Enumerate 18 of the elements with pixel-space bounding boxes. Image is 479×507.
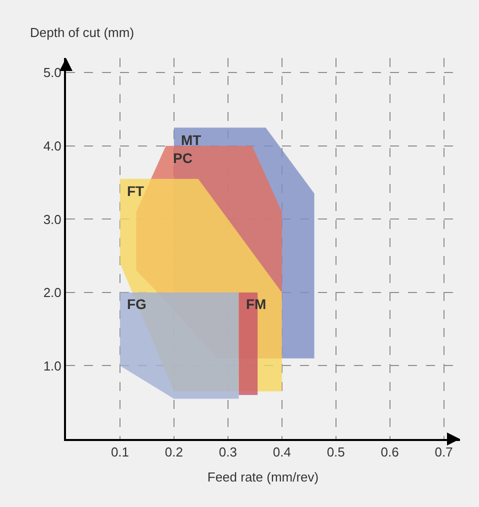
series-label: PC: [173, 150, 192, 166]
y-tick-label: 5.0: [43, 65, 62, 80]
y-axis-title: Depth of cut (mm): [30, 25, 134, 40]
x-tick-label: 0.2: [164, 444, 183, 460]
series-label: FT: [127, 183, 145, 199]
x-tick-label: 0.1: [110, 444, 130, 460]
y-tick-label: 1.0: [43, 358, 62, 374]
y-tick-label: 3.0: [43, 212, 62, 227]
y-tick-label: 4.0: [43, 138, 62, 154]
series-label: MT: [181, 132, 202, 148]
x-tick-label: 0.3: [218, 444, 237, 460]
y-tick-label: 2.0: [43, 285, 62, 300]
x-tick-label: 0.5: [326, 444, 345, 460]
x-tick-label: 0.6: [380, 444, 399, 460]
x-tick-label: 0.7: [434, 444, 453, 460]
series-label: FG: [127, 296, 147, 312]
x-axis-title: Feed rate (mm/rev): [207, 470, 319, 485]
x-tick-label: 0.4: [272, 444, 291, 460]
